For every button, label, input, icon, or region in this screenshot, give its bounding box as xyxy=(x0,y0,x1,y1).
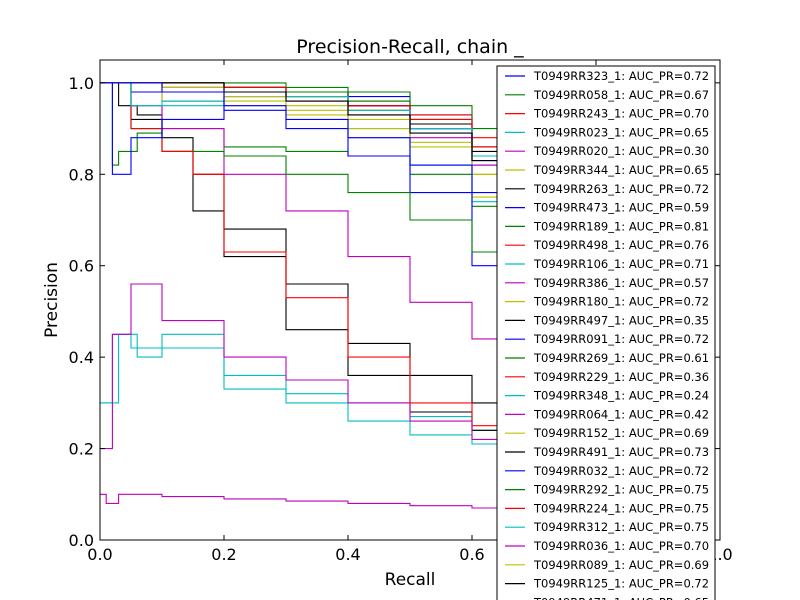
legend-entry: T0949RR032_1: AUC_PR=0.72 xyxy=(533,464,709,478)
legend-entry: T0949RR473_1: AUC_PR=0.59 xyxy=(533,201,709,215)
legend-entry: T0949RR058_1: AUC_PR=0.67 xyxy=(533,88,709,102)
x-tick-label: 0.0 xyxy=(87,545,112,564)
legend-entry: T0949RR471_1: AUC_PR=0.65 xyxy=(533,595,709,600)
legend-entry: T0949RR292_1: AUC_PR=0.75 xyxy=(533,483,709,497)
legend-entry: T0949RR089_1: AUC_PR=0.69 xyxy=(533,558,709,572)
legend: T0949RR323_1: AUC_PR=0.72 T0949RR058_1: A… xyxy=(496,65,716,600)
legend-entry: T0949RR497_1: AUC_PR=0.35 xyxy=(533,313,709,327)
chart-title: Precision-Recall, chain _ xyxy=(296,36,524,58)
legend-entry: T0949RR180_1: AUC_PR=0.72 xyxy=(533,295,709,309)
legend-entry: T0949RR263_1: AUC_PR=0.72 xyxy=(533,182,709,196)
legend-entry: T0949RR064_1: AUC_PR=0.42 xyxy=(533,407,709,421)
y-tick-label: 0.6 xyxy=(69,257,94,276)
legend-entry: T0949RR323_1: AUC_PR=0.72 xyxy=(533,69,709,83)
legend-entry: T0949RR020_1: AUC_PR=0.30 xyxy=(533,144,709,158)
x-tick-label: 0.2 xyxy=(211,545,236,564)
x-tick-label: 0.6 xyxy=(459,545,484,564)
y-tick-label: 0.0 xyxy=(69,531,94,550)
legend-entry: T0949RR224_1: AUC_PR=0.75 xyxy=(533,501,709,515)
y-tick-label: 0.8 xyxy=(69,165,94,184)
legend-entry: T0949RR106_1: AUC_PR=0.71 xyxy=(533,257,709,271)
legend-entry: T0949RR229_1: AUC_PR=0.36 xyxy=(533,370,709,384)
legend-entry: T0949RR152_1: AUC_PR=0.69 xyxy=(533,426,709,440)
legend-entry: T0949RR036_1: AUC_PR=0.70 xyxy=(533,539,709,553)
legend-entry: T0949RR243_1: AUC_PR=0.70 xyxy=(533,107,709,121)
x-tick-label: 0.4 xyxy=(335,545,360,564)
legend-entry: T0949RR091_1: AUC_PR=0.72 xyxy=(533,332,709,346)
y-axis-title: Precision xyxy=(42,262,62,338)
x-axis-title: Recall xyxy=(385,570,436,590)
series-line-2 xyxy=(100,82,597,275)
legend-entry: T0949RR386_1: AUC_PR=0.57 xyxy=(533,276,709,290)
series-line-8 xyxy=(100,82,535,312)
legend-entry: T0949RR348_1: AUC_PR=0.24 xyxy=(533,389,709,403)
y-tick-label: 0.4 xyxy=(69,348,94,367)
legend-entry: T0949RR491_1: AUC_PR=0.73 xyxy=(533,445,709,459)
legend-entry: T0949RR498_1: AUC_PR=0.76 xyxy=(533,238,709,252)
y-tick-label: 0.2 xyxy=(69,440,94,459)
legend-entry: T0949RR125_1: AUC_PR=0.72 xyxy=(533,577,709,591)
legend-entry: T0949RR269_1: AUC_PR=0.61 xyxy=(533,351,709,365)
series-line-7 xyxy=(100,82,597,440)
legend-entry: T0949RR189_1: AUC_PR=0.81 xyxy=(533,219,709,233)
legend-box xyxy=(496,65,716,600)
legend-entry: T0949RR023_1: AUC_PR=0.65 xyxy=(533,125,709,139)
legend-entry: T0949RR312_1: AUC_PR=0.75 xyxy=(533,520,709,534)
y-tick-label: 1.0 xyxy=(69,74,94,93)
legend-entry: T0949RR344_1: AUC_PR=0.65 xyxy=(533,163,709,177)
plot-area-frame xyxy=(99,59,721,541)
